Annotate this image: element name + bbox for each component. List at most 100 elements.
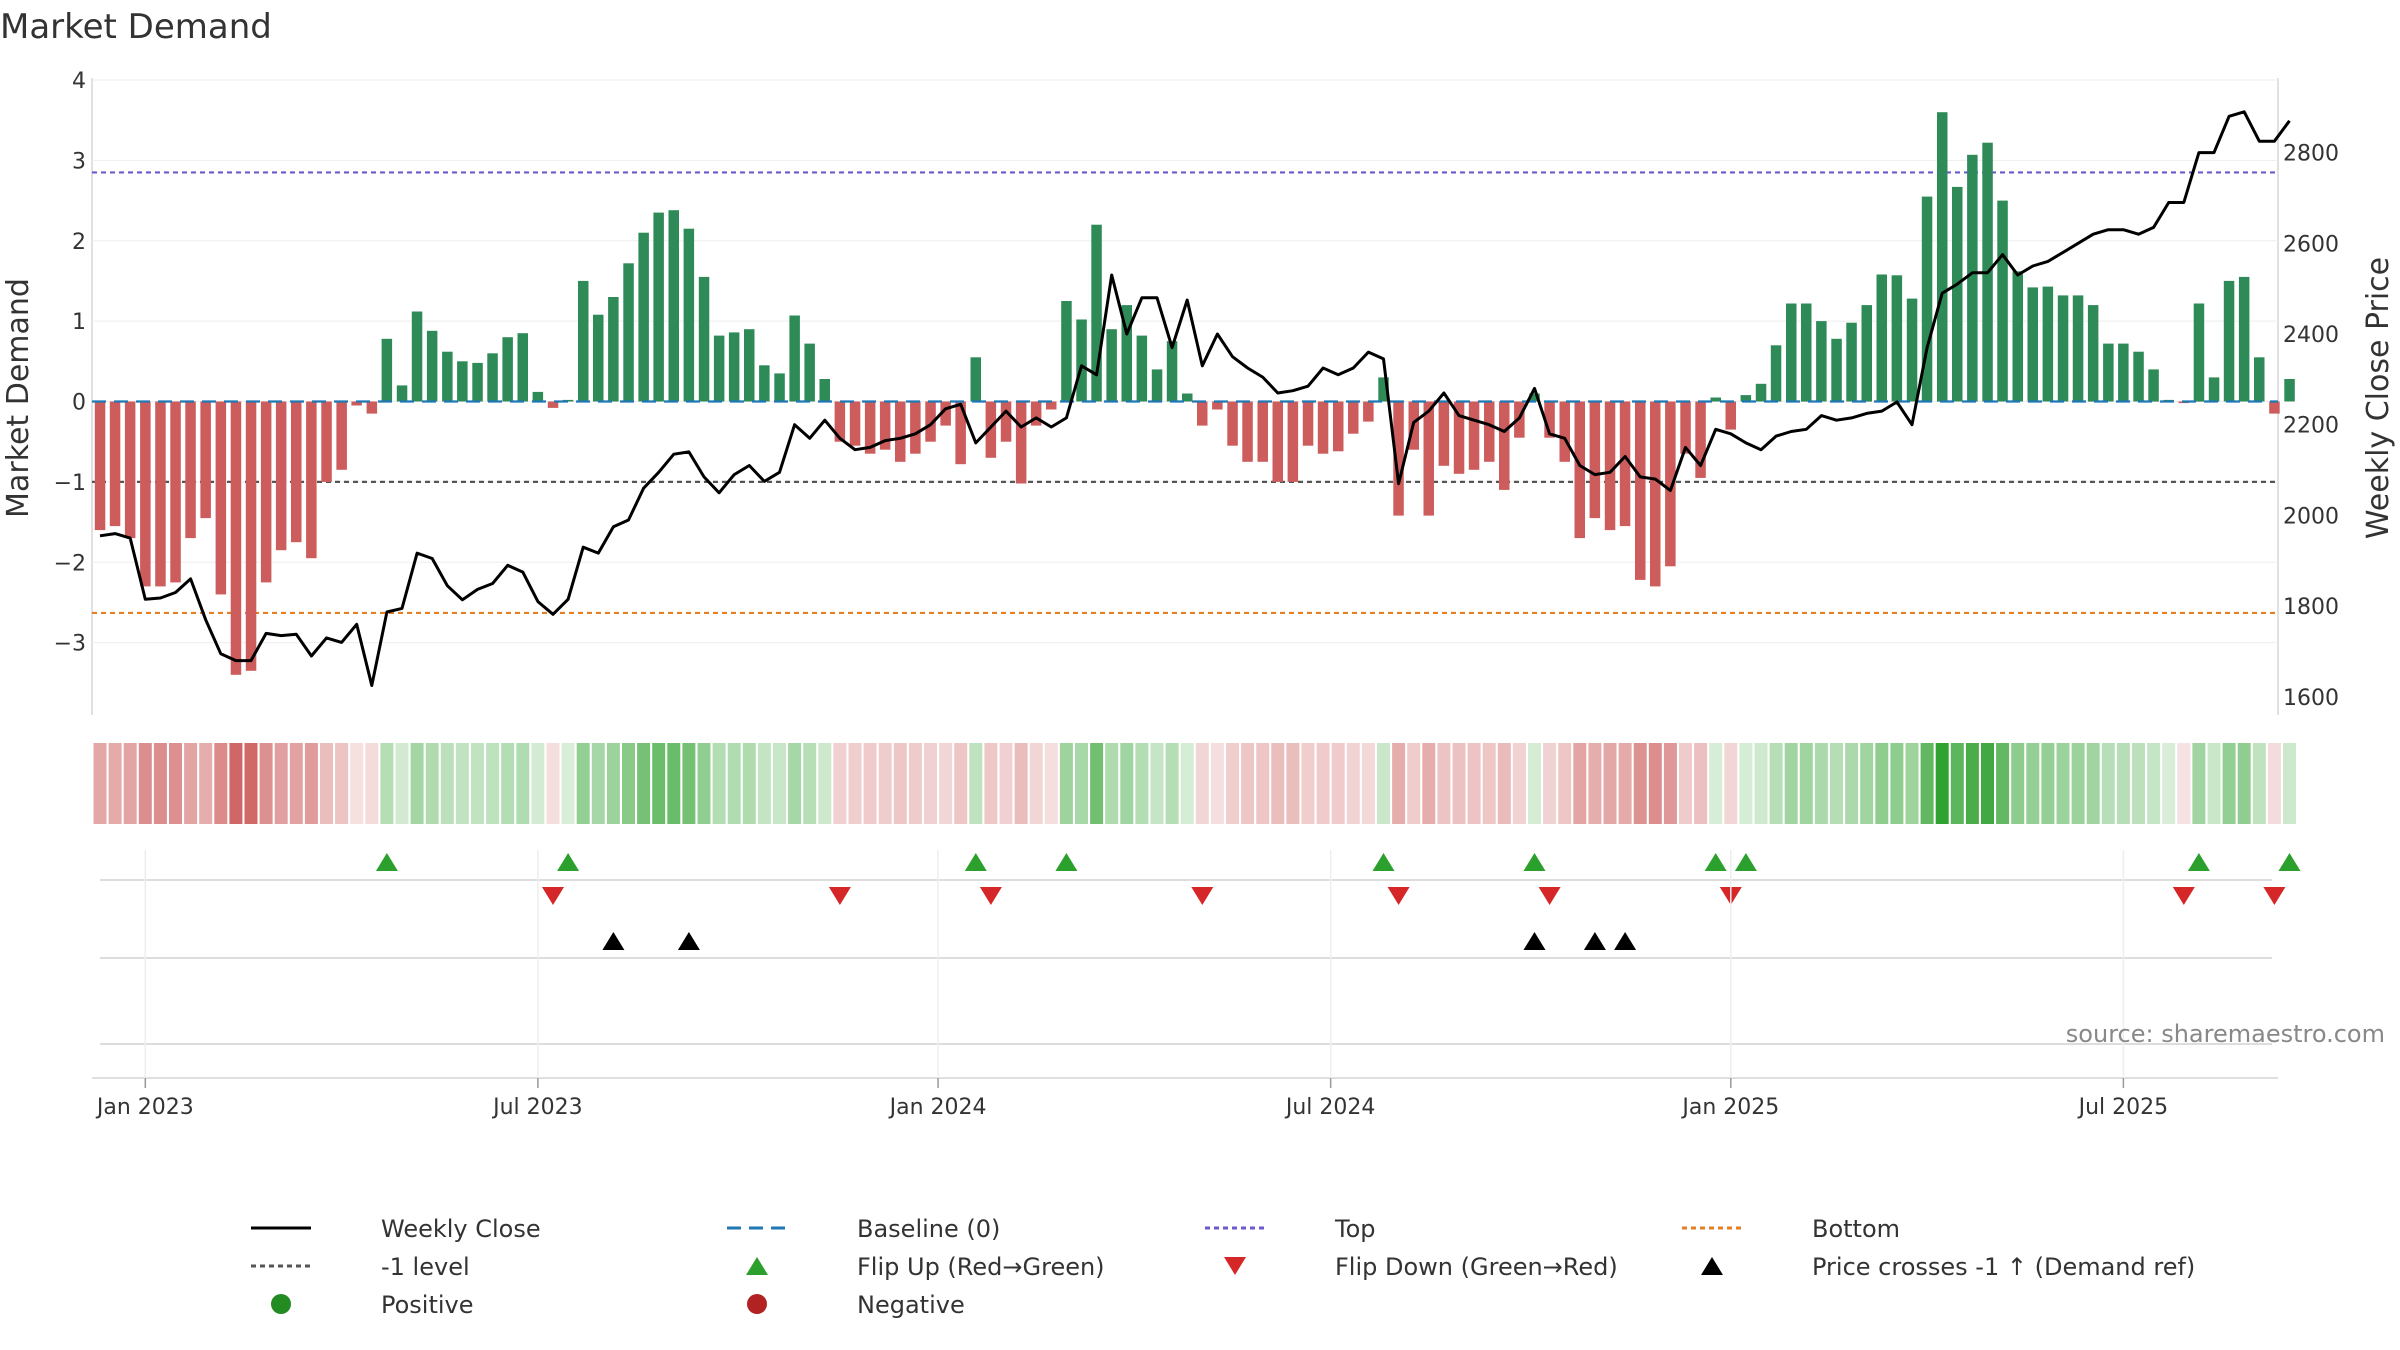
demand-bar [1846, 322, 1857, 402]
demand-bar [2238, 276, 2250, 402]
demand-bar [1831, 338, 1842, 402]
flip-up-marker [1055, 853, 1078, 871]
heat-cell [984, 743, 998, 824]
demand-bar [593, 314, 604, 402]
heat-cell [561, 743, 575, 824]
demand-bar [1680, 401, 1691, 454]
demand-bar [2103, 343, 2114, 402]
demand-bar [1891, 275, 1903, 402]
heat-cell [1890, 743, 1904, 824]
demand-bar [1695, 401, 1706, 478]
heat-cell [939, 743, 953, 824]
demand-bar [1302, 401, 1314, 446]
demand-bar [562, 399, 574, 402]
heat-cell [652, 743, 666, 824]
heat-cell [742, 743, 756, 824]
signal-markers [92, 853, 2301, 1079]
demand-bar [668, 210, 679, 402]
demand-bar [910, 401, 921, 454]
demand-bar [94, 401, 106, 531]
heat-cell [1361, 743, 1375, 824]
heat-cell [712, 743, 726, 824]
flip-down-marker [1191, 887, 1214, 905]
heat-cell [2011, 743, 2025, 824]
demand-bar [260, 401, 272, 583]
demand-bar [623, 263, 634, 402]
heat-cell [788, 743, 802, 824]
x-tick-label: Jan 2024 [888, 1095, 987, 1120]
demand-bar [2193, 303, 2205, 402]
heat-cell [1573, 743, 1587, 824]
heat-cell [501, 743, 515, 824]
demand-bar [155, 401, 166, 587]
flip-down-marker [979, 887, 1002, 905]
heat-cell [1679, 743, 1692, 824]
heat-cell [108, 743, 122, 824]
demand-bar [864, 401, 876, 454]
heat-cell [878, 743, 892, 824]
legend-label: Positive [381, 1291, 474, 1319]
heat-cell [2101, 743, 2115, 824]
heat-cell [440, 743, 454, 824]
right-axis-label: Weekly Close Price [2361, 257, 2396, 539]
demand-bar [442, 351, 453, 402]
heat-cell [546, 743, 560, 824]
demand-bar [2254, 357, 2265, 402]
demand-bar [487, 353, 498, 402]
price-cross-marker [1523, 932, 1546, 950]
heat-cell [2132, 743, 2145, 824]
legend-label: Baseline (0) [857, 1215, 1000, 1243]
heat-cell [289, 743, 303, 824]
flip-up-marker [2278, 853, 2301, 871]
left-tick-label: −1 [54, 471, 86, 496]
flip-down-marker [1538, 887, 1561, 905]
heat-cell [2267, 743, 2281, 824]
demand-bar [2072, 295, 2084, 402]
demand-bar [578, 280, 589, 402]
demand-bar [1921, 196, 1933, 402]
right-tick-label: 2000 [2283, 504, 2339, 529]
demand-bar [2057, 295, 2069, 402]
legend-label: Weekly Close [381, 1215, 541, 1243]
heat-cell [2041, 743, 2055, 824]
demand-bar [879, 401, 891, 450]
flip-up-marker [1734, 853, 1757, 871]
demand-bar [653, 212, 664, 402]
left-tick-label: −3 [54, 632, 86, 657]
flip-down-marker [828, 887, 851, 905]
demand-bar [230, 401, 242, 675]
flip-up-marker [1523, 853, 1546, 871]
demand-bar [1287, 401, 1299, 482]
demand-bar [2148, 369, 2159, 402]
heat-cell [2252, 743, 2266, 824]
x-tick-label: Jul 2023 [491, 1095, 583, 1120]
heat-cell [1467, 743, 1481, 824]
heat-cell [1603, 743, 1617, 824]
heat-cell [954, 743, 968, 824]
demand-bar [1725, 401, 1736, 430]
demand-bar [608, 297, 619, 402]
demand-bar [170, 401, 181, 583]
demand-bar [532, 391, 544, 402]
x-tick-label: Jan 2023 [95, 1095, 194, 1120]
demand-bar [336, 401, 347, 470]
demand-bar [1030, 401, 1042, 426]
heat-cell [1150, 743, 1164, 824]
heat-cell [1694, 743, 1708, 824]
demand-bar [1182, 393, 1193, 402]
heat-cell [1029, 743, 1043, 824]
flip-up-marker [1704, 853, 1727, 871]
heat-cell [1875, 743, 1889, 824]
right-tick-label: 1800 [2283, 595, 2339, 620]
heat-cell [1271, 743, 1285, 824]
demand-bar [698, 276, 710, 402]
heat-cell [1905, 743, 1919, 824]
flip-up-marker [2187, 853, 2210, 871]
heat-cell [1935, 743, 1949, 824]
demand-bar [925, 401, 936, 442]
demand-bar [140, 401, 151, 587]
heat-cell [2207, 743, 2221, 824]
demand-bar [1499, 401, 1510, 490]
flip-up-marker [1372, 853, 1395, 871]
